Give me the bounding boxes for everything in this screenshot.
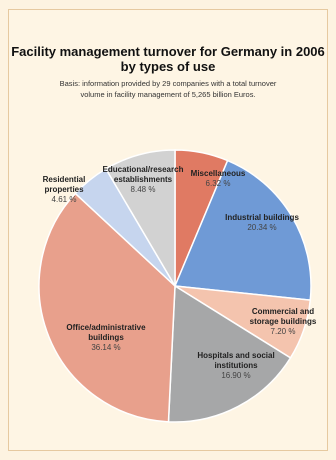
- pie-slice-label-line: establishments: [114, 175, 173, 184]
- pie-slice-label: Hospitals and social institutions 16.90 %: [197, 351, 274, 380]
- chart-title-line-2: by types of use: [120, 59, 216, 74]
- pie-slice: [173, 159, 312, 302]
- pie-slice-label: Miscellaneous 6.32 %: [191, 169, 246, 188]
- pie-slice: [104, 149, 176, 289]
- pie-slice-label-line: Hospitals and social: [197, 351, 274, 360]
- pie-slice: [38, 192, 176, 423]
- pie-slice-value: 36.14 %: [91, 343, 120, 352]
- pie-slice-value: 16.90 %: [221, 371, 250, 380]
- pie-slice-value: 8.48 %: [131, 185, 156, 194]
- pie-slice-label-line: Commercial and: [252, 307, 314, 316]
- pie-slice-label: Residential properties 4.61 %: [43, 175, 86, 204]
- pie-slice-label: Educational/research establishments 8.48 %: [103, 165, 184, 194]
- pie-slice-label-line: Residential: [43, 175, 86, 184]
- pie-slice: [167, 284, 292, 423]
- pie-slice-label-line: properties: [44, 185, 84, 194]
- pie-slice-label: Office/administrative buildings 36.14 %: [66, 323, 146, 352]
- pie-slice-value: 6.32 %: [206, 179, 231, 188]
- pie-slice-label-line: Industrial buildings: [225, 213, 299, 222]
- pie-slice-label-line: buildings: [88, 333, 124, 342]
- pie-slice-value: 4.61 %: [52, 195, 77, 204]
- pie-slice-label-line: institutions: [214, 361, 258, 370]
- chart-title: Facility management turnover for Germany…: [8, 44, 328, 74]
- pie-slice-value: 20.34 %: [247, 223, 276, 232]
- chart-title-line-1: Facility management turnover for Germany…: [11, 44, 325, 59]
- chart-subtitle: Basis: information provided by 29 compan…: [8, 78, 328, 100]
- pie-slice-label-line: storage buildings: [250, 317, 317, 326]
- chart-subtitle-line-2: volume in facility management of 5,265 b…: [80, 90, 256, 99]
- pie-slice-label: Industrial buildings 20.34 %: [225, 213, 299, 232]
- pie-slice-label-line: Miscellaneous: [191, 169, 246, 178]
- pie-slice-value: 7.20 %: [271, 327, 296, 336]
- pie-slice-label: Commercial and storage buildings 7.20 %: [250, 307, 317, 336]
- chart-subtitle-line-1: Basis: information provided by 29 compan…: [59, 79, 277, 88]
- pie-slice-label-line: Educational/research: [103, 165, 184, 174]
- pie-slice-label-line: Office/administrative: [66, 323, 146, 332]
